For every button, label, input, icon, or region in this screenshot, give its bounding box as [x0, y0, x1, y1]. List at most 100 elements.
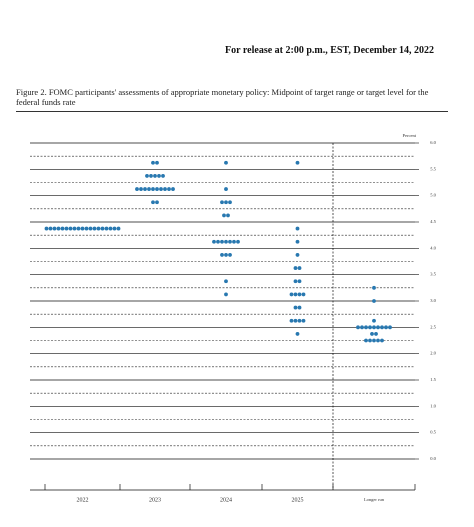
dot: [145, 174, 149, 178]
dot: [372, 338, 376, 343]
dot: [297, 266, 302, 270]
dot: [161, 174, 165, 178]
dot: [364, 325, 368, 330]
dot: [72, 226, 77, 231]
dot: [88, 226, 93, 231]
x-tick-label: 2024: [220, 497, 232, 503]
dot: [76, 226, 81, 231]
dot: [48, 226, 53, 231]
dot: [155, 187, 159, 191]
dot: [360, 325, 364, 330]
x-tick-label: 2022: [77, 497, 89, 503]
release-note: For release at 2:00 p.m., EST, December …: [225, 45, 434, 56]
dot: [159, 187, 163, 191]
dot: [64, 226, 69, 231]
y-tick-label: 2.5: [430, 324, 436, 329]
dot: [222, 213, 226, 218]
dot: [228, 253, 232, 257]
y-tick-label: 0.5: [430, 430, 436, 435]
dot: [297, 318, 302, 323]
dot: [157, 174, 161, 178]
y-tick-label: 6.0: [430, 140, 436, 145]
dot: [104, 226, 109, 231]
dot: [216, 239, 220, 244]
y-tick-label: 4.5: [430, 219, 436, 224]
dot: [372, 299, 376, 303]
dot: [56, 226, 61, 231]
chart-title: Figure 2. FOMC participants' assessments…: [16, 87, 429, 107]
dot: [220, 239, 224, 244]
y-tick-label: 1.5: [430, 377, 436, 382]
dot: [167, 187, 171, 191]
dot: [295, 332, 300, 336]
dot: [171, 187, 175, 191]
dot: [224, 279, 228, 284]
dot: [44, 226, 49, 231]
dot: [372, 285, 376, 290]
dot: [289, 318, 294, 323]
dot: [370, 332, 374, 336]
dot: [295, 226, 300, 231]
dot: [293, 318, 298, 323]
dot: [295, 239, 300, 244]
dot: [376, 325, 380, 330]
dot: [295, 160, 300, 165]
dot: [60, 226, 65, 231]
dot: [380, 338, 384, 343]
dot: [220, 253, 224, 257]
dot: [224, 239, 228, 244]
dot: [100, 226, 105, 231]
dot: [289, 292, 294, 297]
dot: [388, 325, 392, 330]
y-tick-label: 3.5: [430, 272, 436, 277]
y-tick-label: 3.0: [430, 298, 436, 303]
dot: [364, 338, 368, 343]
dot: [116, 226, 121, 231]
dot: [108, 226, 113, 231]
dot: [143, 187, 147, 191]
dot: [293, 266, 298, 270]
dot: [84, 226, 89, 231]
dot: [155, 200, 159, 205]
dot: [368, 325, 372, 330]
dot: [301, 292, 306, 297]
dot: [293, 279, 298, 284]
dot: [301, 318, 306, 323]
dot: [384, 325, 388, 330]
dot: [374, 332, 378, 336]
y-tick-label: 0.0: [430, 456, 436, 461]
dot: [52, 226, 57, 231]
dot: [293, 305, 298, 310]
x-tick-label: 2025: [292, 497, 304, 503]
y-tick-label: 4.0: [430, 245, 436, 250]
dot: [293, 292, 298, 297]
x-tick-label: 2023: [149, 497, 161, 503]
dot: [228, 200, 232, 205]
dot: [151, 200, 155, 205]
dot: [356, 325, 360, 330]
dot: [92, 226, 97, 231]
dot: [372, 318, 376, 323]
caption-rule: [16, 111, 448, 112]
dot: [80, 226, 85, 231]
dot: [226, 213, 230, 218]
dot: [96, 226, 101, 231]
dot: [68, 226, 73, 231]
dot: [220, 200, 224, 205]
y-tick-label: 5.0: [430, 193, 436, 198]
dot: [368, 338, 372, 343]
dot: [376, 338, 380, 343]
dot: [380, 325, 384, 330]
y-unit-label: Percent: [403, 133, 417, 138]
y-tick-label: 2.0: [430, 351, 436, 356]
dot: [112, 226, 117, 231]
dot: [224, 200, 228, 205]
y-tick-label: 1.0: [430, 403, 436, 408]
dot: [297, 305, 302, 310]
dot: [297, 292, 302, 297]
dot: [149, 174, 153, 178]
dot: [135, 187, 139, 191]
dot: [139, 187, 143, 191]
